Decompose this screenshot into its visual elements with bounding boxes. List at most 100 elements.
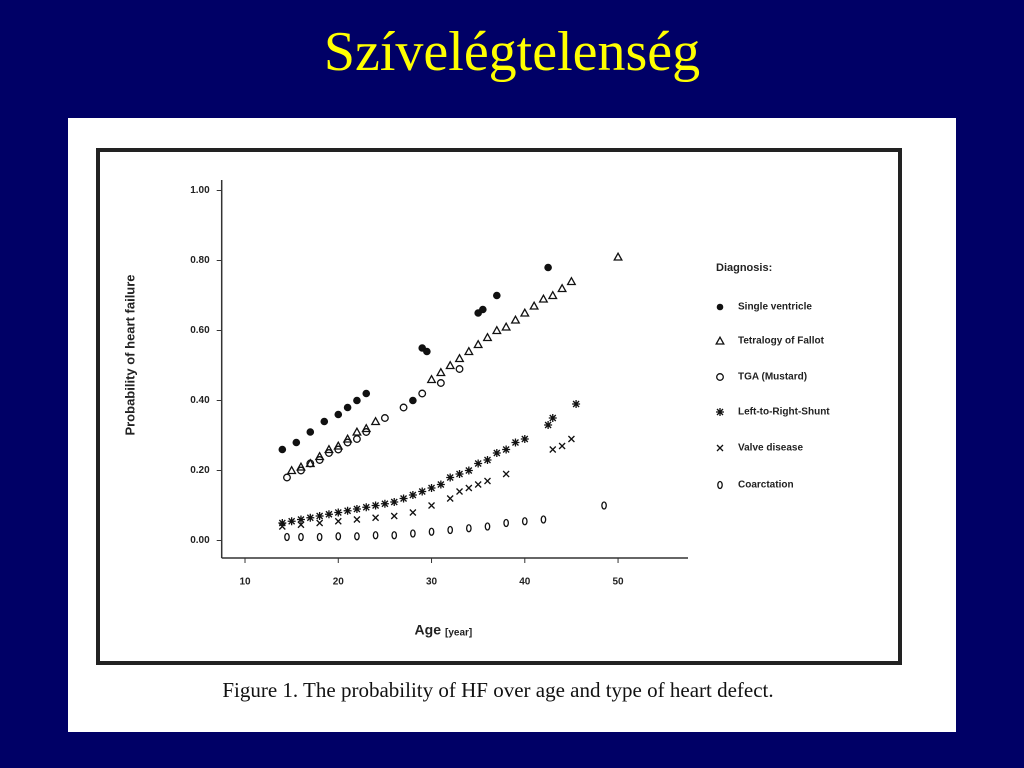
x-tick-label: 10 [239, 577, 251, 588]
x-tick-label: 40 [519, 577, 531, 588]
point [333, 440, 344, 450]
point [547, 290, 558, 300]
point [410, 529, 416, 538]
legend-marker [715, 335, 725, 345]
point [446, 495, 454, 502]
point [292, 438, 301, 447]
figure-frame [96, 148, 902, 665]
point [353, 396, 361, 405]
point [540, 515, 547, 524]
point [296, 461, 306, 471]
point [503, 518, 509, 528]
point [493, 291, 501, 300]
point [473, 339, 484, 349]
point [511, 438, 520, 447]
point [520, 435, 529, 443]
point [510, 314, 521, 324]
point [529, 300, 540, 310]
point [436, 379, 445, 387]
point [390, 498, 399, 506]
point [455, 470, 464, 478]
point [362, 389, 371, 398]
point [418, 389, 427, 398]
point [465, 524, 472, 533]
point [343, 438, 352, 447]
x-tick-label: 50 [612, 577, 624, 588]
point [423, 347, 431, 356]
point [352, 505, 361, 513]
legend-title: Diagnosis: [716, 262, 772, 274]
legend-label: Single ventricle [738, 302, 812, 313]
point [362, 428, 371, 436]
point [353, 516, 361, 523]
point [454, 353, 465, 363]
point [427, 484, 436, 492]
point [428, 502, 435, 509]
point [464, 466, 473, 475]
point [362, 503, 371, 512]
legend-marker [716, 408, 724, 416]
point [549, 446, 557, 453]
point [361, 423, 372, 433]
point [492, 449, 501, 457]
point [314, 451, 325, 461]
point [370, 416, 381, 426]
point [334, 517, 342, 525]
x-axis-unit: [year] [445, 628, 472, 639]
point [297, 521, 305, 529]
point [484, 477, 491, 485]
point [352, 435, 361, 443]
point [390, 512, 398, 520]
y-tick-label: 0.40 [190, 395, 210, 406]
point [399, 403, 408, 412]
point [435, 367, 446, 377]
point [278, 523, 286, 530]
y-tick-label: 0.80 [190, 255, 210, 266]
point [391, 531, 398, 540]
point [426, 374, 437, 384]
point [343, 403, 352, 412]
point [465, 484, 473, 492]
point [548, 414, 557, 422]
point [306, 459, 315, 468]
point [335, 532, 342, 541]
point [324, 444, 334, 454]
y-tick-label: 0.00 [190, 535, 210, 546]
point [456, 488, 463, 495]
slide-title: Szívelégtelenség [324, 21, 700, 83]
point [320, 417, 329, 426]
point [371, 501, 380, 510]
point [463, 346, 474, 356]
point [446, 473, 455, 482]
point [613, 251, 623, 261]
point [502, 445, 511, 454]
point [483, 456, 492, 464]
point [334, 445, 343, 454]
point [284, 532, 290, 542]
legend-label: TGA (Mustard) [738, 372, 807, 383]
legend-label: Valve disease [738, 443, 803, 454]
x-axis-label: Age [415, 622, 442, 638]
point [334, 410, 343, 419]
point [380, 499, 389, 508]
legend-label: Coarctation [738, 480, 794, 491]
point [324, 510, 333, 519]
point [286, 465, 297, 475]
point [372, 531, 379, 540]
point [278, 445, 287, 454]
point [278, 519, 287, 527]
point [538, 293, 549, 303]
point [484, 522, 491, 531]
figure-caption: Figure 1. The probability of HF over age… [222, 678, 773, 702]
legend-label: Tetralogy of Fallot [738, 336, 825, 347]
point [283, 473, 291, 482]
point [519, 307, 530, 317]
point [491, 325, 502, 335]
point [544, 421, 553, 429]
legend-marker [717, 480, 723, 490]
legend-marker [716, 303, 724, 311]
point [298, 532, 304, 542]
point [409, 509, 417, 516]
